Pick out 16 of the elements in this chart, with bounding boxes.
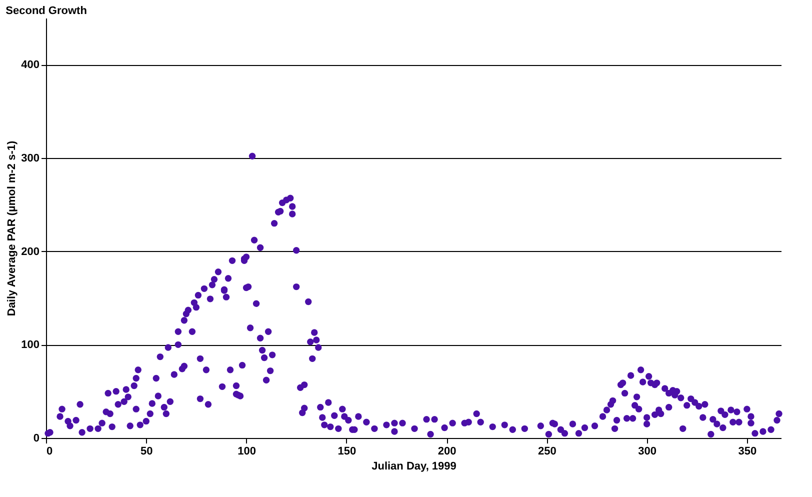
chart-title: Second Growth — [6, 5, 88, 17]
x-tick-label: 300 — [638, 446, 656, 458]
x-tick-label: 350 — [738, 446, 757, 458]
x-tick-label: 150 — [338, 446, 356, 458]
x-tick-label: 250 — [538, 446, 556, 458]
y-tick-label: 0 — [33, 432, 40, 444]
y-tick-label: 300 — [21, 152, 40, 164]
x-tick-label: 50 — [140, 446, 153, 458]
y-tick-label: 100 — [21, 339, 40, 352]
x-tick-label: 0 — [46, 446, 53, 458]
y-axis-title: Daily Average PAR (µmol m-2 s-1) — [6, 140, 18, 316]
y-tick-label: 400 — [21, 59, 40, 72]
x-tick-label: 100 — [238, 446, 256, 458]
y-tick-label: 200 — [21, 246, 40, 258]
x-tick-label: 200 — [438, 446, 456, 458]
x-axis-title: Julian Day, 1999 — [372, 460, 456, 472]
